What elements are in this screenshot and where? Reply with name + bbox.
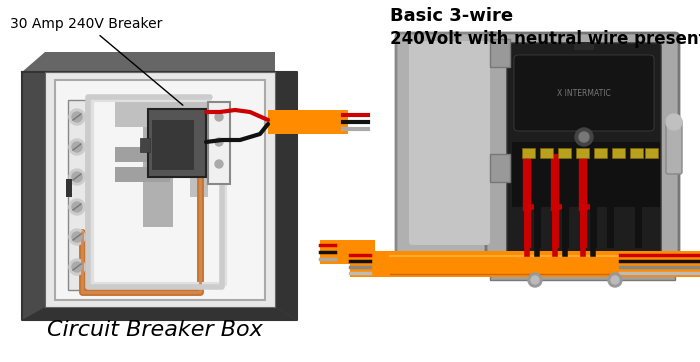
Circle shape	[72, 172, 82, 182]
Bar	[390, 251, 700, 277]
Bar	[115, 102, 210, 127]
Bar	[558, 148, 571, 158]
Circle shape	[72, 142, 82, 152]
Bar	[152, 120, 194, 170]
Bar	[320, 240, 375, 264]
Circle shape	[69, 169, 85, 185]
FancyBboxPatch shape	[514, 55, 654, 131]
FancyBboxPatch shape	[486, 33, 679, 271]
Circle shape	[215, 113, 223, 121]
Circle shape	[666, 114, 682, 130]
Bar	[268, 110, 348, 134]
Polygon shape	[22, 307, 45, 320]
Bar	[22, 72, 297, 320]
Text: Basic 3-wire: Basic 3-wire	[390, 7, 513, 25]
Bar	[490, 39, 510, 67]
Circle shape	[611, 276, 619, 284]
Bar	[645, 148, 658, 158]
Bar	[115, 167, 170, 182]
Bar	[540, 148, 553, 158]
Bar	[574, 42, 594, 50]
Bar	[522, 148, 535, 158]
Bar	[208, 102, 230, 184]
Bar	[576, 148, 589, 158]
Circle shape	[69, 109, 85, 125]
Polygon shape	[22, 307, 297, 320]
Bar	[630, 148, 643, 158]
Circle shape	[72, 232, 82, 242]
Circle shape	[72, 112, 82, 122]
Circle shape	[69, 199, 85, 215]
Circle shape	[69, 259, 85, 275]
Circle shape	[69, 139, 85, 155]
Text: Circuit Breaker Box: Circuit Breaker Box	[47, 320, 263, 340]
Bar	[115, 147, 170, 162]
Bar	[148, 109, 206, 177]
Bar	[143, 107, 173, 227]
Circle shape	[528, 273, 542, 287]
Circle shape	[72, 262, 82, 272]
Bar	[350, 251, 405, 277]
Polygon shape	[22, 72, 45, 320]
Text: X INTERMATIC: X INTERMATIC	[557, 88, 611, 97]
FancyBboxPatch shape	[409, 41, 490, 245]
FancyBboxPatch shape	[396, 33, 499, 256]
Bar	[66, 179, 72, 197]
Bar	[490, 262, 675, 280]
Polygon shape	[22, 52, 275, 72]
Circle shape	[215, 138, 223, 146]
Circle shape	[608, 273, 622, 287]
Circle shape	[215, 160, 223, 168]
Circle shape	[72, 202, 82, 212]
Text: 30 Amp 240V Breaker: 30 Amp 240V Breaker	[10, 17, 183, 105]
Circle shape	[575, 128, 593, 146]
Circle shape	[69, 229, 85, 245]
Bar	[140, 138, 150, 152]
Bar	[45, 72, 275, 307]
Bar	[512, 142, 660, 207]
Bar	[68, 100, 86, 290]
Polygon shape	[275, 72, 297, 320]
Circle shape	[579, 132, 589, 142]
FancyBboxPatch shape	[666, 120, 682, 174]
Bar	[594, 148, 607, 158]
Bar	[490, 154, 510, 182]
Bar	[190, 117, 208, 197]
Text: 240Volt with neutral wire present: 240Volt with neutral wire present	[390, 30, 700, 48]
Circle shape	[531, 276, 539, 284]
Bar	[55, 80, 265, 300]
Bar	[612, 148, 625, 158]
FancyBboxPatch shape	[507, 43, 661, 257]
